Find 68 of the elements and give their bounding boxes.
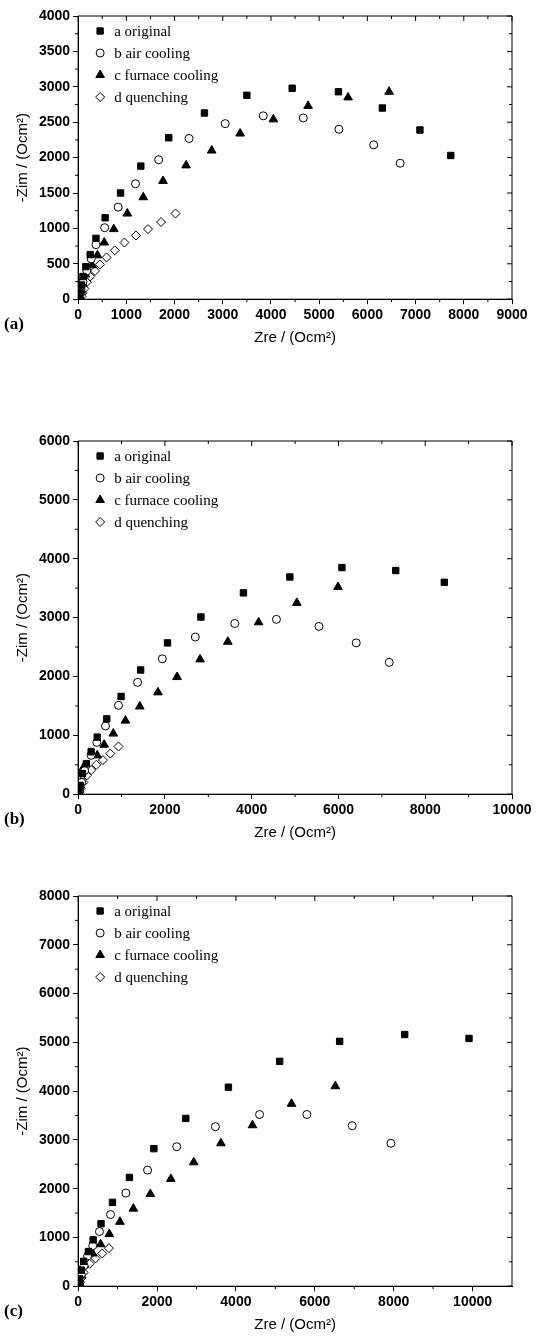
x-tick-label: 4000 (236, 801, 268, 818)
y-tick-label: 4000 (38, 1081, 71, 1098)
y-tick-label: 3500 (38, 42, 71, 59)
x-tick-label: 2000 (141, 1293, 173, 1310)
y-tick-label: 6000 (38, 984, 71, 1001)
y-tick-label: 2500 (38, 113, 71, 130)
y-tick-label: 1000 (38, 1228, 71, 1245)
legend-label: a original (114, 447, 172, 464)
x-tick-label: 9000 (496, 306, 528, 323)
x-tick-label: 7000 (400, 306, 432, 323)
y-tick-label: 6000 (38, 431, 71, 448)
legend-label: b air cooling (114, 469, 191, 486)
y-tick-label: 2000 (38, 1179, 71, 1196)
x-tick-label: 10000 (453, 1293, 493, 1310)
x-tick-label: 8000 (409, 801, 442, 818)
y-tick-label: 2000 (38, 667, 71, 684)
y-tick-label: 1500 (38, 183, 71, 200)
y-tick-label: 3000 (38, 1130, 71, 1147)
x-tick-label: 0 (74, 306, 83, 323)
y-tick-label: 2000 (38, 148, 71, 165)
y-tick-label: 4000 (38, 549, 71, 566)
x-tick-label: 2000 (149, 801, 181, 818)
legend-label: a original (114, 22, 172, 39)
x-tick-label: 10000 (492, 801, 532, 818)
x-tick-label: 8000 (378, 1293, 410, 1310)
legend-label: a original (114, 902, 172, 919)
x-tick-label: 0 (74, 801, 83, 818)
x-tick-label: 5000 (303, 306, 335, 323)
y-tick-label: 0 (62, 1277, 71, 1294)
y-tick-label: 3000 (38, 608, 71, 625)
x-tick-label: 0 (74, 1293, 83, 1310)
y-tick-label: 4000 (38, 6, 71, 23)
legend-label: c furnace cooling (114, 491, 219, 508)
y-tick-label: 5000 (38, 1033, 71, 1050)
x-tick-label: 6000 (351, 306, 384, 323)
x-tick-label: 8000 (448, 306, 480, 323)
y-tick-label: 1000 (38, 219, 71, 236)
legend-label: b air cooling (114, 924, 191, 941)
x-axis-title: Zre / (Ocm²) (254, 328, 336, 346)
y-tick-label: 0 (62, 290, 71, 307)
y-axis-title: -Zim / (Ocm²) (13, 113, 31, 203)
legend-label: d quenching (114, 968, 189, 985)
x-tick-label: 6000 (322, 801, 355, 818)
y-tick-label: 1000 (38, 726, 71, 743)
legend-label: c furnace cooling (114, 66, 219, 83)
y-tick-label: 500 (46, 254, 71, 271)
y-tick-label: 8000 (38, 886, 71, 903)
x-axis-title: Zre / (Ocm²) (254, 1315, 336, 1333)
text: (c) (4, 1300, 23, 1320)
y-tick-label: 5000 (38, 490, 71, 507)
x-axis-title: Zre / (Ocm²) (254, 823, 336, 841)
x-tick-label: 4000 (255, 306, 287, 323)
text: (a) (4, 313, 24, 333)
x-tick-label: 4000 (220, 1293, 252, 1310)
y-axis-title: -Zim / (Ocm²) (13, 1046, 31, 1136)
x-tick-label: 6000 (299, 1293, 331, 1310)
y-tick-label: 0 (62, 785, 71, 802)
x-tick-label: 1000 (110, 306, 143, 323)
x-tick-label: 2000 (158, 306, 191, 323)
legend-label: d quenching (114, 88, 189, 105)
legend-label: d quenching (114, 513, 189, 530)
x-tick-label: 3000 (207, 306, 239, 323)
legend-label: b air cooling (114, 44, 191, 61)
legend-label: c furnace cooling (114, 946, 219, 963)
y-tick-label: 3000 (38, 77, 71, 94)
text: (b) (4, 808, 25, 828)
y-tick-label: 7000 (38, 935, 71, 952)
y-axis-title: -Zim / (Ocm²) (13, 573, 31, 663)
